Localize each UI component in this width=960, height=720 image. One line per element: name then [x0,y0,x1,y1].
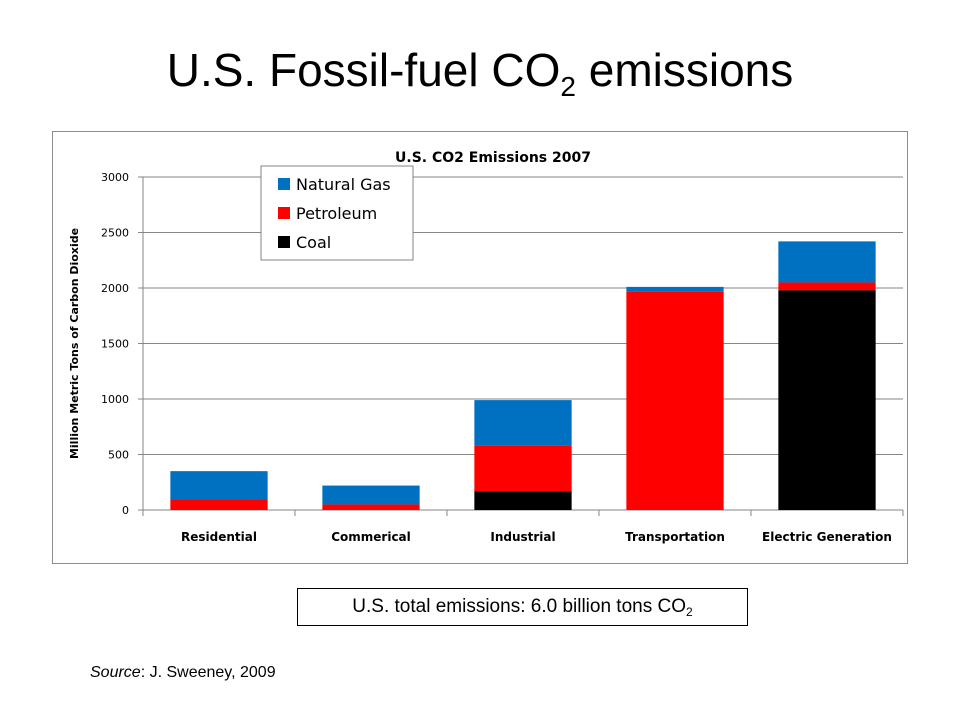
y-tick-label: 3000 [101,171,129,184]
x-tick-label: Commerical [331,530,411,544]
total-emissions-box: U.S. total emissions: 6.0 billion tons C… [297,588,748,626]
bar-natural-gas [778,241,876,283]
y-tick-label: 2500 [101,227,129,240]
bar-natural-gas [322,485,420,505]
source-text: : J. Sweeney, 2009 [140,664,276,681]
x-tick-label: Residential [181,530,257,544]
bar-natural-gas [170,471,268,501]
title-end: emissions [575,44,794,96]
title-main: U.S. Fossil-fuel CO [166,44,561,96]
bar-coal [474,491,572,510]
bar-coal [778,290,876,510]
title-subscript: 2 [560,71,576,102]
chart-title: U.S. CO2 Emissions 2007 [395,150,591,166]
y-tick-label: 0 [122,504,129,517]
x-tick-label: Transportation [625,530,725,544]
chart-area: 0 500 1000 1500 2000 2500 3000 Residential Comme… [52,131,908,564]
y-tick-label: 500 [108,449,129,462]
y-tick-label: 1000 [101,393,129,406]
chart: 0 500 1000 1500 2000 2500 3000 Residential Comme… [68,150,904,544]
bar-petroleum [170,500,268,510]
total-emissions-text: U.S. total emissions: 6.0 billion tons C… [352,596,686,617]
legend-swatch [278,178,290,190]
bar-natural-gas [474,400,572,446]
total-emissions-subscript: 2 [686,605,693,619]
y-axis-label: Million Metric Tons of Carbon Dioxide [68,228,81,459]
bar-petroleum [322,504,420,510]
legend-label: Coal [296,233,331,252]
y-tick-label: 2000 [101,282,129,295]
legend-swatch [278,207,290,219]
bar-petroleum [626,291,724,510]
legend-label: Natural Gas [296,175,391,194]
bar-petroleum [778,282,876,291]
bar-natural-gas [626,286,724,292]
slide-title: U.S. Fossil-fuel CO2 emissions [0,42,960,115]
x-tick-label: Electric Generation [762,530,892,544]
source-label: Source [90,664,141,681]
y-tick-label: 1500 [101,338,129,351]
x-tick-label: Industrial [490,530,555,544]
bar-petroleum [474,445,572,492]
legend-swatch [278,236,290,248]
legend-label: Petroleum [296,204,377,223]
source-citation: Source: J. Sweeney, 2009 [90,664,276,682]
